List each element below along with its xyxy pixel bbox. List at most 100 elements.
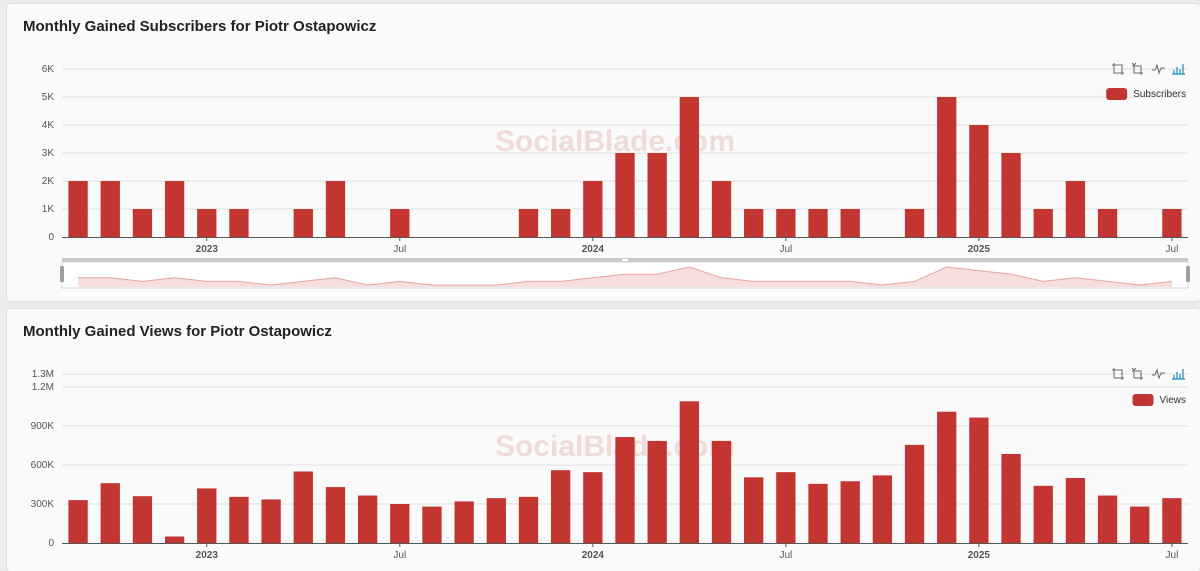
bar[interactable]	[357, 495, 378, 543]
bar[interactable]	[390, 209, 410, 237]
y-tick-label: 1K	[42, 204, 55, 215]
bar[interactable]	[1097, 209, 1118, 237]
bar[interactable]	[261, 499, 281, 543]
bar[interactable]	[1130, 506, 1150, 543]
slider-overview-line	[78, 266, 1172, 286]
x-tick-label: Jul	[393, 244, 406, 255]
bar[interactable]	[583, 472, 603, 543]
y-tick-label: 900K	[31, 421, 55, 432]
bar[interactable]	[776, 209, 796, 237]
bar[interactable]	[229, 209, 249, 237]
bar[interactable]	[132, 209, 153, 237]
legend-label: Subscribers	[1133, 89, 1186, 100]
bar[interactable]	[969, 125, 989, 237]
bar-chart-icon[interactable]	[1172, 369, 1185, 380]
slider-handle-left[interactable]	[60, 266, 64, 282]
bar[interactable]	[518, 209, 539, 237]
y-tick-label: 2K	[42, 176, 55, 187]
bar[interactable]	[68, 500, 88, 543]
x-tick-label: 2025	[968, 244, 991, 255]
bar[interactable]	[454, 501, 474, 543]
zoom-icon[interactable]	[1112, 368, 1124, 380]
views-chart-panel: Monthly Gained Views for Piotr Ostapowic…	[7, 309, 1200, 571]
bar[interactable]	[325, 487, 346, 543]
bar[interactable]	[647, 440, 667, 543]
bar[interactable]	[583, 181, 603, 237]
bar[interactable]	[808, 209, 828, 237]
toolbox	[1112, 62, 1185, 75]
bar[interactable]	[164, 536, 185, 544]
bar[interactable]	[711, 181, 732, 237]
bar[interactable]	[486, 498, 506, 543]
bar[interactable]	[68, 181, 88, 237]
x-tick-label: Jul	[393, 550, 406, 561]
bar-chart-icon[interactable]	[1172, 64, 1185, 75]
bar[interactable]	[1001, 153, 1021, 237]
x-tick-label: 2025	[968, 550, 991, 561]
slider-handle-right[interactable]	[1186, 266, 1190, 282]
bar[interactable]	[776, 472, 796, 543]
bar[interactable]	[679, 97, 699, 237]
line-chart-icon[interactable]	[1152, 368, 1165, 380]
bar[interactable]	[422, 506, 442, 543]
slider-grip[interactable]	[622, 259, 628, 261]
bar[interactable]	[293, 471, 313, 544]
bar[interactable]	[197, 488, 217, 543]
bar[interactable]	[904, 209, 925, 237]
y-tick-label: 1.2M	[32, 382, 54, 393]
bar[interactable]	[293, 209, 313, 237]
x-tick-label: 2024	[582, 550, 605, 561]
subscribers-chart-title: Monthly Gained Subscribers for Piotr Ost…	[23, 18, 377, 35]
bar[interactable]	[647, 153, 667, 237]
bar[interactable]	[1033, 485, 1053, 543]
bar[interactable]	[100, 181, 120, 237]
bar[interactable]	[744, 209, 764, 237]
bar[interactable]	[744, 477, 764, 543]
bar[interactable]	[969, 417, 989, 543]
bar[interactable]	[840, 481, 860, 543]
y-tick-label: 300K	[31, 499, 55, 510]
subscribers-chart-panel: Monthly Gained Subscribers for Piotr Ost…	[7, 4, 1200, 301]
bar[interactable]	[551, 209, 571, 237]
bar[interactable]	[679, 401, 699, 543]
zoom-icon[interactable]	[1112, 63, 1124, 75]
bar[interactable]	[100, 483, 120, 543]
y-tick-label: 3K	[42, 148, 55, 159]
legend[interactable]: Views	[1132, 394, 1187, 406]
bar[interactable]	[518, 496, 539, 543]
bar[interactable]	[1097, 495, 1118, 543]
legend-swatch	[1106, 88, 1128, 100]
bar[interactable]	[1162, 498, 1182, 543]
bar[interactable]	[615, 437, 635, 543]
bar[interactable]	[197, 209, 217, 237]
bar[interactable]	[229, 496, 249, 543]
bar[interactable]	[904, 444, 925, 543]
bar[interactable]	[1033, 209, 1053, 237]
bar[interactable]	[1065, 478, 1086, 543]
toolbox	[1112, 367, 1185, 380]
bar[interactable]	[132, 496, 153, 543]
bar[interactable]	[390, 504, 410, 543]
bar[interactable]	[1001, 453, 1021, 543]
y-tick-label: 5K	[42, 92, 55, 103]
bar[interactable]	[711, 440, 732, 543]
line-chart-icon[interactable]	[1152, 63, 1165, 75]
data-zoom-slider[interactable]	[60, 258, 1190, 289]
zoom-reset-icon[interactable]	[1131, 367, 1143, 380]
bar[interactable]	[872, 475, 893, 543]
bar[interactable]	[1065, 181, 1086, 237]
bar[interactable]	[615, 153, 635, 237]
bar[interactable]	[325, 181, 346, 237]
views-chart-title: Monthly Gained Views for Piotr Ostapowic…	[23, 323, 332, 340]
bar[interactable]	[164, 181, 185, 237]
views-chart: 0 300K 600K 900K 1.2M 1.3M SocialBlade.com 2023…	[31, 367, 1188, 561]
bar[interactable]	[937, 411, 957, 543]
bar[interactable]	[808, 483, 828, 543]
bar[interactable]	[840, 209, 860, 237]
zoom-reset-icon[interactable]	[1131, 62, 1143, 75]
bar[interactable]	[551, 470, 571, 543]
legend[interactable]: Subscribers	[1106, 88, 1186, 100]
bar[interactable]	[1162, 209, 1182, 237]
bar[interactable]	[937, 97, 957, 237]
y-tick-label: 0	[48, 232, 54, 243]
